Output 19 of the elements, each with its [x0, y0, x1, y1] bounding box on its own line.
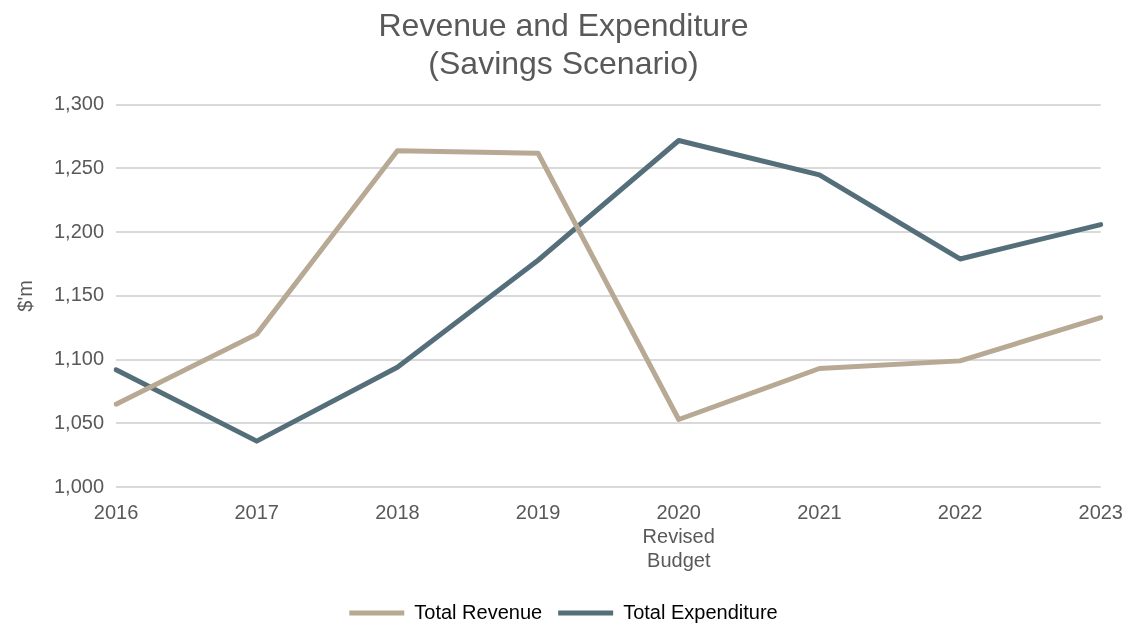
- legend-label: Total Revenue: [414, 600, 543, 623]
- y-tick-label: 1,200: [53, 219, 105, 242]
- y-tick-label: 1,300: [53, 92, 105, 115]
- x-tick-label: 2017: [234, 500, 279, 523]
- legend-label: Total Expenditure: [623, 600, 778, 623]
- x-tick-label: 2023: [1078, 500, 1123, 523]
- x-tick-label: 2021: [797, 500, 842, 523]
- y-tick-label: 1,000: [53, 474, 105, 497]
- x-tick-label: 2020 Revised Budget: [642, 500, 715, 571]
- chart-title: Revenue and Expenditure (Savings Scenario): [378, 7, 749, 82]
- y-tick-label: 1,050: [53, 410, 105, 433]
- x-tick-label: 2016: [93, 500, 139, 523]
- x-tick-label: 2019: [515, 500, 561, 523]
- y-tick-label: 1,100: [53, 347, 105, 370]
- x-tick-label: 2022: [937, 500, 983, 523]
- x-tick-label: 2018: [375, 500, 420, 523]
- y-axis-title: $'m: [13, 280, 36, 312]
- y-tick-label: 1,150: [53, 283, 105, 306]
- y-tick-label: 1,250: [53, 156, 105, 179]
